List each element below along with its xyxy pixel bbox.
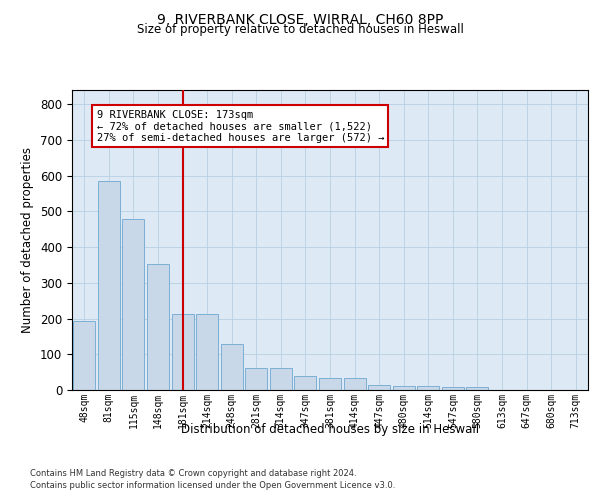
Text: Contains HM Land Registry data © Crown copyright and database right 2024.: Contains HM Land Registry data © Crown c… bbox=[30, 468, 356, 477]
Bar bbox=[319, 378, 341, 390]
Bar bbox=[466, 387, 488, 390]
Bar bbox=[73, 322, 95, 390]
Bar bbox=[147, 264, 169, 390]
Text: 9 RIVERBANK CLOSE: 173sqm
← 72% of detached houses are smaller (1,522)
27% of se: 9 RIVERBANK CLOSE: 173sqm ← 72% of detac… bbox=[97, 110, 384, 143]
Bar bbox=[172, 314, 194, 390]
Bar bbox=[368, 384, 390, 390]
Bar bbox=[417, 386, 439, 390]
Bar bbox=[122, 218, 145, 390]
Bar bbox=[442, 387, 464, 390]
Bar bbox=[245, 368, 268, 390]
Bar bbox=[344, 378, 365, 390]
Y-axis label: Number of detached properties: Number of detached properties bbox=[22, 147, 34, 333]
Text: Contains public sector information licensed under the Open Government Licence v3: Contains public sector information licen… bbox=[30, 481, 395, 490]
Bar bbox=[270, 368, 292, 390]
Bar bbox=[196, 314, 218, 390]
Bar bbox=[295, 376, 316, 390]
Bar bbox=[221, 344, 243, 390]
Text: 9, RIVERBANK CLOSE, WIRRAL, CH60 8PP: 9, RIVERBANK CLOSE, WIRRAL, CH60 8PP bbox=[157, 12, 443, 26]
Text: Size of property relative to detached houses in Heswall: Size of property relative to detached ho… bbox=[137, 22, 463, 36]
Bar bbox=[392, 386, 415, 390]
Bar bbox=[98, 181, 120, 390]
Text: Distribution of detached houses by size in Heswall: Distribution of detached houses by size … bbox=[181, 422, 479, 436]
